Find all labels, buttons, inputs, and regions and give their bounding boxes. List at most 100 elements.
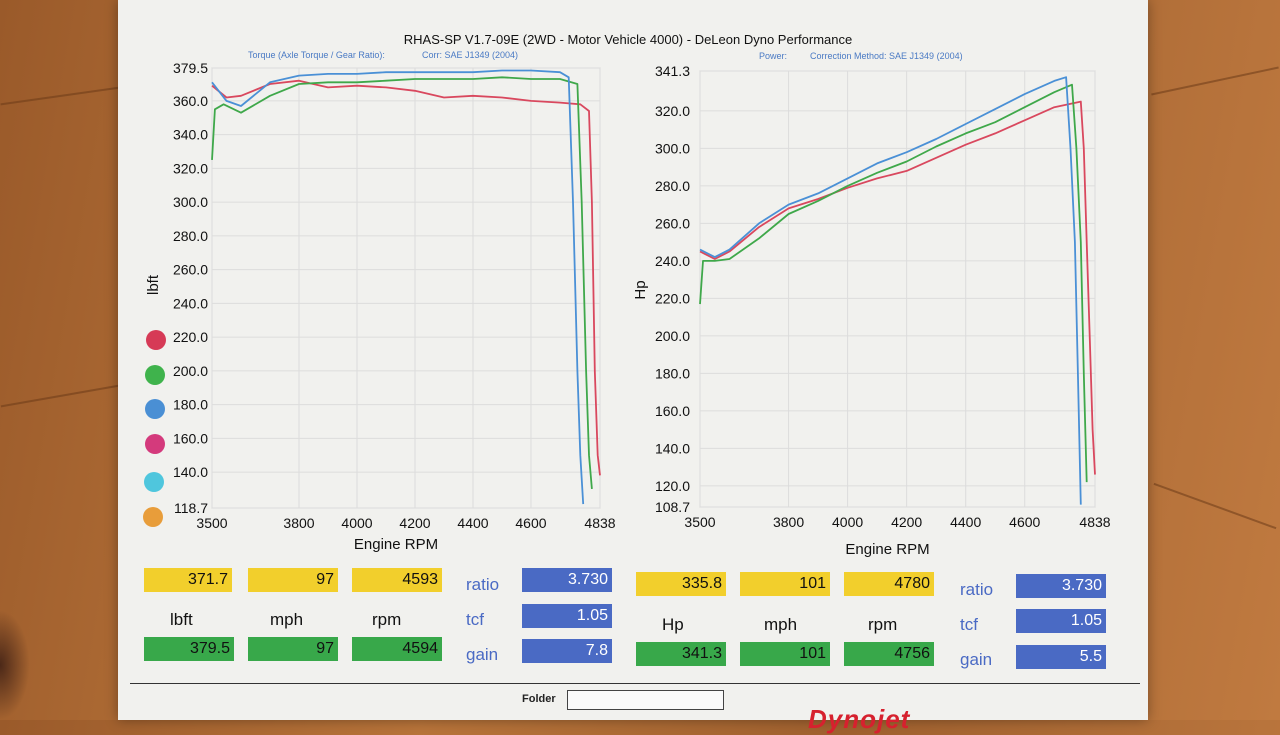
- tcf-label: tcf: [960, 615, 978, 634]
- y-tick-label: 220.0: [655, 290, 690, 306]
- y-tick-label: 360.0: [173, 93, 208, 109]
- ratio-label: ratio: [960, 580, 994, 599]
- power-subtitle: Power:: [759, 51, 787, 61]
- y-tick-label: 260.0: [655, 215, 690, 231]
- peak-speed-value: 97: [248, 637, 338, 661]
- legend-dot: [145, 365, 165, 385]
- y-tick-label: 200.0: [655, 328, 690, 344]
- y-tick-label: 118.7: [174, 500, 208, 516]
- dyno-sheet: [118, 0, 1148, 720]
- x-tick-label: 4200: [891, 514, 922, 530]
- y-tick-label: 200.0: [173, 363, 208, 379]
- y-tick-label: 160.0: [173, 430, 208, 446]
- x-tick-label: 4600: [1009, 514, 1040, 530]
- y-tick-label: 140.0: [655, 440, 690, 456]
- rpm-unit-label: rpm: [372, 610, 402, 629]
- x-tick-label: 4838: [1079, 514, 1110, 530]
- y-tick-label: 240.0: [173, 295, 208, 311]
- power-unit-label: Hp: [662, 615, 684, 634]
- y-tick-label: 160.0: [655, 403, 690, 419]
- y-tick-label: 260.0: [173, 262, 208, 278]
- y-tick-label: 341.3: [655, 63, 690, 79]
- tcf-value: 1.05: [1016, 609, 1106, 633]
- ratio-value: 3.730: [522, 568, 612, 592]
- x-tick-label: 4400: [950, 514, 981, 530]
- y-tick-label: 120.0: [655, 478, 690, 494]
- series-line-red: [211, 79, 601, 476]
- folder-field: [567, 690, 724, 710]
- x-tick-label: 3800: [773, 514, 804, 530]
- chart-title: RHAS-SP V1.7-09E (2WD - Motor Vehicle 40…: [404, 32, 852, 47]
- x-tick-label: 3500: [196, 515, 227, 531]
- series-line-green: [699, 83, 1088, 483]
- y-tick-label: 320.0: [655, 103, 690, 119]
- power-plot: 341.3 320.0 300.0 280.0 260.0 240.0 220.0 200.0…: [632, 63, 1111, 558]
- y-tick-label: 300.0: [173, 194, 208, 210]
- y-tick-label: 140.0: [173, 464, 208, 480]
- rpm-unit-label: rpm: [868, 615, 898, 634]
- series-line-red: [699, 100, 1096, 475]
- gain-label: gain: [960, 650, 993, 669]
- legend-dot: [143, 507, 163, 527]
- plot-area: [211, 67, 601, 509]
- y-tick-label: 300.0: [655, 140, 690, 156]
- y-tick-label: 340.0: [173, 127, 208, 143]
- x-tick-label: 4000: [341, 515, 372, 531]
- y-tick-label: 220.0: [173, 329, 208, 345]
- dyno-charts: RHAS-SP V1.7-09E (2WD - Motor Vehicle 40…: [145, 32, 1111, 558]
- y-axis-label: lbft: [145, 274, 162, 295]
- power-value: 335.8: [636, 572, 726, 596]
- gain-label: gain: [466, 645, 499, 664]
- thumb-shadow: [0, 610, 30, 720]
- y-axis-label: Hp: [632, 280, 649, 299]
- peak-rpm-value: 4756: [844, 642, 934, 666]
- x-tick-label: 4400: [457, 515, 488, 531]
- legend-dot: [145, 434, 165, 454]
- folder-label: Folder: [522, 693, 556, 705]
- tcf-value: 1.05: [522, 604, 612, 628]
- peak-torque-value: 379.5: [144, 637, 234, 661]
- tcf-label: tcf: [466, 610, 484, 629]
- legend-dot: [144, 472, 164, 492]
- legend-dot: [145, 399, 165, 419]
- y-tick-label: 379.5: [173, 60, 208, 76]
- y-tick-label: 180.0: [173, 397, 208, 413]
- x-axis-label: Engine RPM: [354, 536, 438, 553]
- x-tick-label: 3500: [684, 514, 715, 530]
- sheet-footer: [130, 683, 1140, 721]
- x-tick-label: 4838: [584, 515, 615, 531]
- peak-speed-value: 101: [740, 642, 830, 666]
- ratio-label: ratio: [466, 575, 500, 594]
- torque-value: 371.7: [144, 568, 232, 592]
- y-tick-label: 280.0: [173, 228, 208, 244]
- series-line-blue: [211, 69, 585, 505]
- y-tick-label: 180.0: [655, 365, 690, 381]
- rpm-value: 4780: [844, 572, 934, 596]
- speed-value: 101: [740, 572, 830, 596]
- torque-summary-panel: 371.7 97 4593 ratio 3.730 lbft mph rpm t…: [140, 563, 620, 673]
- rpm-value: 4593: [352, 568, 442, 592]
- x-tick-label: 4200: [399, 515, 430, 531]
- torque-unit-label: lbft: [170, 610, 193, 629]
- x-tick-label: 4000: [832, 514, 863, 530]
- y-tick-label: 240.0: [655, 253, 690, 269]
- legend-dot: [146, 330, 166, 350]
- torque-correction: Corr: SAE J1349 (2004): [422, 50, 518, 60]
- gain-value: 7.8: [522, 639, 612, 663]
- peak-power-value: 341.3: [636, 642, 726, 666]
- power-summary-panel: 335.8 101 4780 ratio 3.730 Hp mph rpm tc…: [632, 563, 1112, 673]
- speed-unit-label: mph: [270, 610, 304, 629]
- plot-area: [699, 70, 1096, 508]
- x-tick-label: 3800: [283, 515, 314, 531]
- y-tick-label: 280.0: [655, 178, 690, 194]
- gain-value: 5.5: [1016, 645, 1106, 669]
- speed-unit-label: mph: [764, 615, 798, 634]
- series-line-blue: [699, 76, 1082, 505]
- torque-plot: 379.5 360.0 340.0 320.0 300.0 280.0 260.0 240.0…: [145, 60, 616, 553]
- series-line-green: [211, 76, 593, 489]
- power-correction: Correction Method: SAE J1349 (2004): [810, 51, 963, 61]
- torque-subtitle: Torque (Axle Torque / Gear Ratio):: [248, 50, 385, 60]
- x-tick-label: 4600: [515, 515, 546, 531]
- ratio-value: 3.730: [1016, 574, 1106, 598]
- speed-value: 97: [248, 568, 338, 592]
